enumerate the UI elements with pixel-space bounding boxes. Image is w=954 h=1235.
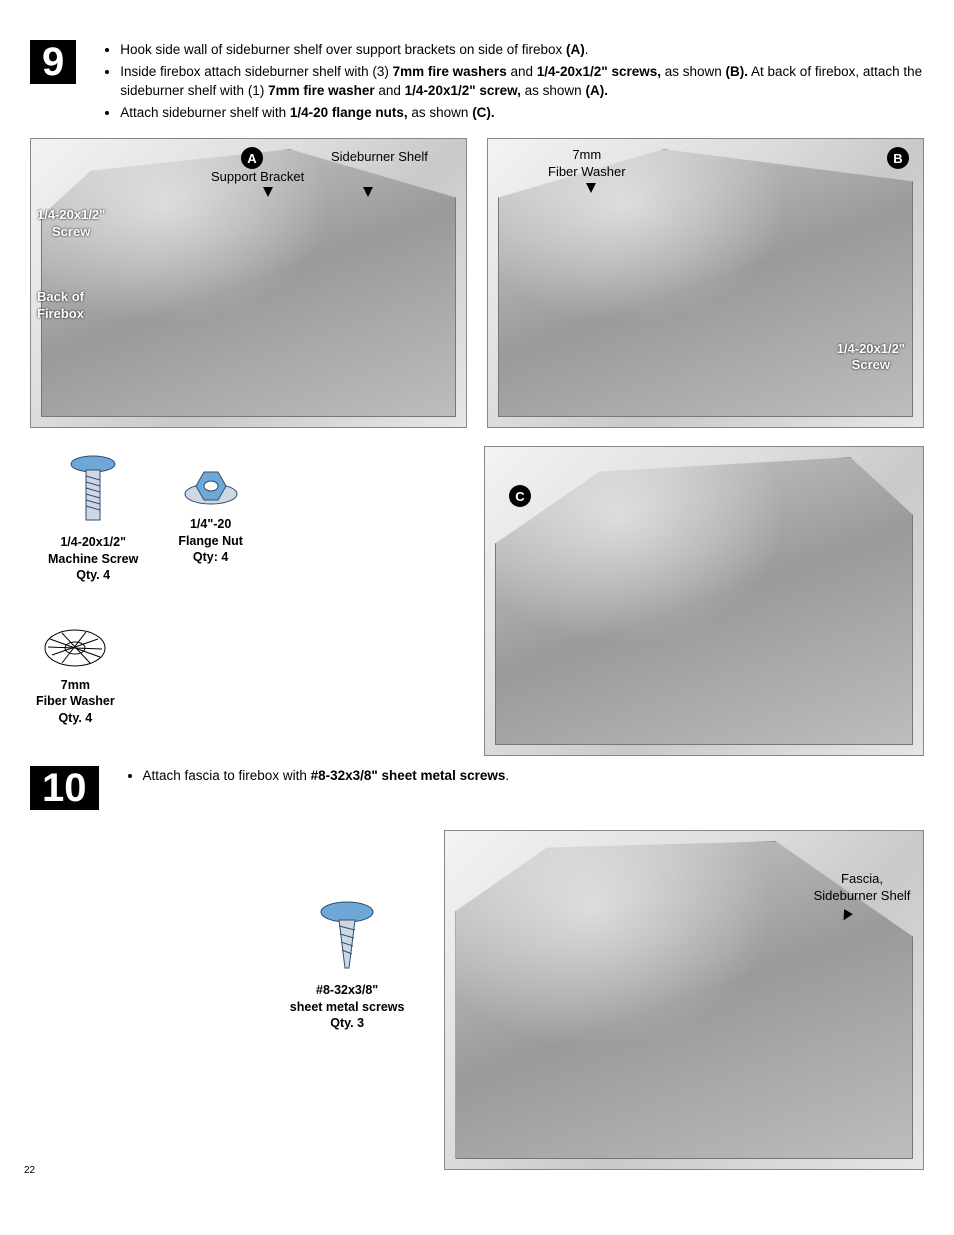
step-9-header: 9 Hook side wall of sideburner shelf ove… [30, 40, 924, 124]
label-screw-a: 1/4-20x1/2" Screw [37, 207, 105, 240]
bold: (A) [566, 42, 585, 57]
figure-b: B 7mm Fiber Washer 1/4-20x1/2" Screw [487, 138, 924, 428]
hw-fiber-washer: 7mm Fiber Washer Qty. 4 [36, 625, 115, 726]
badge-b: B [887, 147, 909, 169]
grill-illustration [498, 149, 913, 417]
arrow-icon [363, 187, 373, 197]
label-back-firebox: Back of Firebox [37, 289, 84, 322]
arrow-icon [263, 187, 273, 197]
bold: (C). [472, 105, 495, 120]
step-9-figures-ab: A Sideburner Shelf Support Bracket 1/4-2… [30, 138, 924, 428]
bold: 1/4-20x1/2" screws, [537, 64, 661, 79]
text: Attach fascia to firebox with [143, 768, 311, 783]
bullet: Attach sideburner shelf with 1/4-20 flan… [120, 103, 924, 123]
bold: (A). [585, 83, 608, 98]
figure-10: Fascia, Sideburner Shelf [444, 830, 924, 1170]
step-number-9: 9 [30, 40, 76, 84]
hw-label: 1/4-20x1/2" Machine Screw Qty. 4 [48, 534, 138, 583]
flange-nut-icon [182, 454, 240, 510]
step-10-body: #8-32x3/8" sheet metal screws Qty. 3 Fas… [30, 830, 924, 1170]
machine-screw-icon [66, 454, 120, 528]
bold: 1/4-20x1/2" screw, [405, 83, 521, 98]
hw-label: #8-32x3/8" sheet metal screws Qty. 3 [290, 982, 405, 1031]
hw-machine-screw: 1/4-20x1/2" Machine Screw Qty. 4 [48, 454, 138, 583]
bold: 7mm fire washer [268, 83, 375, 98]
figure-a: A Sideburner Shelf Support Bracket 1/4-2… [30, 138, 467, 428]
bold: (B). [726, 64, 749, 79]
text: as shown [408, 105, 473, 120]
text: Hook side wall of sideburner shelf over … [120, 42, 566, 57]
step-number-10: 10 [30, 766, 99, 810]
bullet: Inside firebox attach sideburner shelf w… [120, 62, 924, 101]
hw-label: 7mm Fiber Washer Qty. 4 [36, 677, 115, 726]
bullet: Hook side wall of sideburner shelf over … [120, 40, 924, 60]
sheet-metal-screw-icon [317, 900, 377, 976]
arrow-icon [586, 183, 596, 193]
label-fiber-washer: 7mm Fiber Washer [548, 147, 626, 180]
grill-illustration [41, 149, 456, 417]
text: as shown [521, 83, 586, 98]
label-screw-b: 1/4-20x1/2" Screw [837, 341, 905, 374]
hw-flange-nut: 1/4"-20 Flange Nut Qty: 4 [178, 454, 243, 565]
text: . [505, 768, 509, 783]
step-9-bullets: Hook side wall of sideburner shelf over … [100, 40, 924, 124]
bold: 7mm fire washers [393, 64, 507, 79]
figure-c: C [484, 446, 924, 756]
label-support-bracket: Support Bracket [211, 169, 304, 185]
step-10-bullets: Attach fascia to firebox with #8-32x3/8"… [123, 766, 925, 788]
hw-sheet-metal-screw: #8-32x3/8" sheet metal screws Qty. 3 [290, 900, 405, 1031]
hardware-column: 1/4-20x1/2" Machine Screw Qty. 4 1/4"-20… [30, 446, 243, 726]
text: and [507, 64, 537, 79]
text: and [375, 83, 405, 98]
label-fascia: Fascia, Sideburner Shelf [797, 871, 927, 904]
bullet: Attach fascia to firebox with #8-32x3/8"… [143, 766, 925, 786]
bold: 1/4-20 flange nuts, [290, 105, 408, 120]
fiber-washer-icon [42, 625, 108, 671]
label-sideburner-shelf: Sideburner Shelf [331, 149, 428, 165]
text: Attach sideburner shelf with [120, 105, 290, 120]
step-9-hw-and-c: 1/4-20x1/2" Machine Screw Qty. 4 1/4"-20… [30, 446, 924, 756]
bold: #8-32x3/8" sheet metal screws [311, 768, 506, 783]
badge-c: C [509, 485, 531, 507]
text: Inside firebox attach sideburner shelf w… [120, 64, 392, 79]
step-10-header: 10 Attach fascia to firebox with #8-32x3… [30, 766, 924, 810]
page-number: 22 [24, 1165, 35, 1176]
text: . [585, 42, 589, 57]
hw-label: 1/4"-20 Flange Nut Qty: 4 [178, 516, 243, 565]
grill-illustration [495, 457, 913, 745]
text: as shown [661, 64, 726, 79]
